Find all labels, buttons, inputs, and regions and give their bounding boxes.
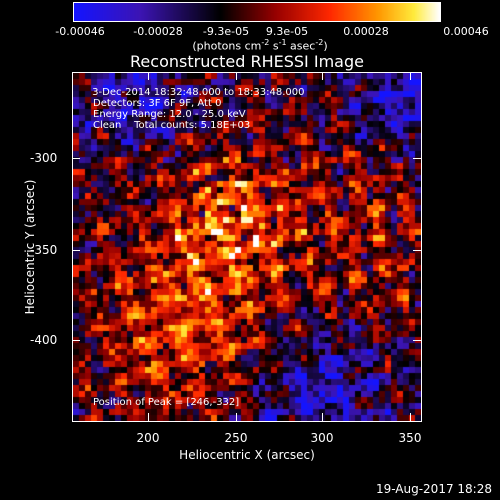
x-tick-mark: [148, 72, 149, 80]
x-tick-label: 350: [398, 431, 422, 445]
y-tick-mark: [72, 340, 80, 341]
y-axis-label: Heliocentric Y (arcsec): [23, 179, 37, 315]
x-tick-label: 250: [224, 431, 248, 445]
x-tick-mark: [410, 413, 411, 421]
colorbar-tick-label: -0.00028: [133, 25, 183, 38]
x-tick-mark: [236, 413, 237, 421]
detectors-annotation: Detectors: 3F 6F 9F, Att 0: [93, 98, 222, 109]
heatmap-image: [73, 73, 421, 421]
colorbar-tick-label: 9.3e-05: [265, 25, 309, 38]
colorbar-tick-label: -0.00046: [55, 25, 105, 38]
colorbar: [73, 2, 441, 22]
x-tick-mark: [322, 72, 323, 80]
colorbar-tick-label: 0.00046: [443, 25, 489, 38]
y-tick-label: -300: [30, 151, 58, 165]
x-tick-label: 200: [136, 431, 160, 445]
y-tick-mark: [72, 158, 80, 159]
y-tick-mark: [413, 158, 421, 159]
x-tick-mark: [148, 413, 149, 421]
timestamp: 19-Aug-2017 18:28: [375, 482, 492, 496]
y-tick-mark: [413, 340, 421, 341]
x-tick-mark: [236, 72, 237, 80]
y-tick-mark: [413, 250, 421, 251]
x-tick-mark: [410, 72, 411, 80]
peak-position-annotation: Position of Peak = [246,-332]: [93, 397, 240, 408]
x-tick-label: 300: [310, 431, 334, 445]
y-tick-mark: [72, 250, 80, 251]
x-tick-mark: [322, 413, 323, 421]
energy-range-annotation: Energy Range: 12.0 - 25.0 keV: [93, 109, 246, 120]
colorbar-units: (photons cm-2 s-1 asec-2): [192, 38, 328, 53]
y-tick-label: -400: [30, 333, 58, 347]
time-range-annotation: 3-Dec-2014 18:32:48.000 to 18:33:48.000: [89, 87, 305, 98]
colorbar-tick-label: 0.00028: [343, 25, 389, 38]
y-tick-label: -350: [30, 243, 58, 257]
chart-title: Reconstructed RHESSI Image: [130, 52, 364, 71]
plot-area: 3-Dec-2014 18:32:48.000 to 18:33:48.000 …: [72, 72, 422, 422]
x-axis-label: Heliocentric X (arcsec): [179, 448, 315, 462]
counts-annotation: Clean Total counts: 5.18E+03: [93, 120, 251, 131]
colorbar-tick-label: -9.3e-05: [202, 25, 250, 38]
